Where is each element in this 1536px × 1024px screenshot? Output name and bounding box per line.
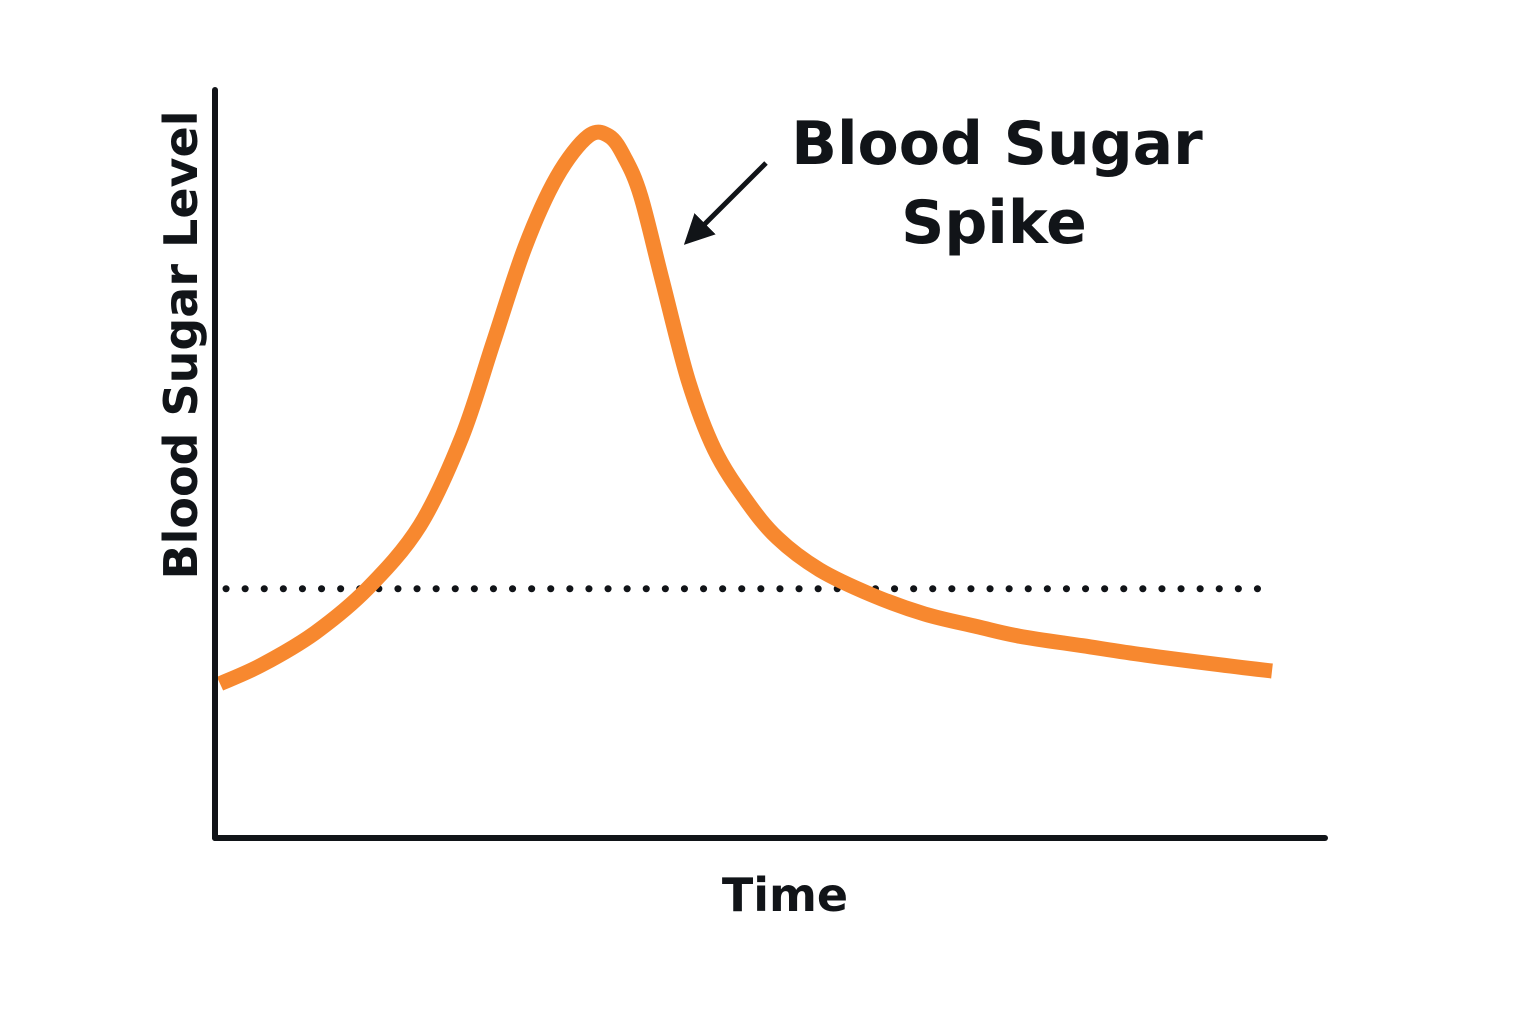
- annotation-label-line-1: Blood Sugar: [791, 109, 1203, 179]
- annotation-arrow: [683, 161, 768, 245]
- x-axis-title: Time: [722, 868, 848, 922]
- y-axis-title: Blood Sugar Level: [154, 111, 208, 580]
- annotation-label-line-2: Spike: [901, 188, 1087, 258]
- blood-sugar-curve: [216, 124, 1273, 691]
